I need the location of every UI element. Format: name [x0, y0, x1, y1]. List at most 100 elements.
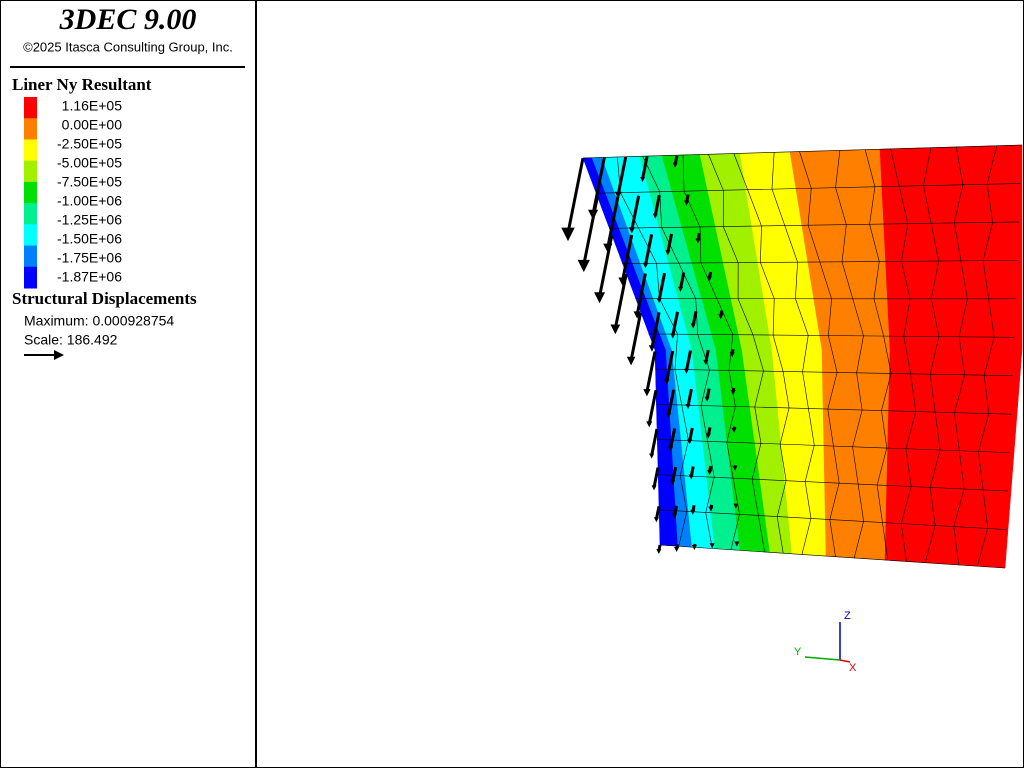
vector-shaft — [644, 234, 654, 266]
displacement-vectors — [561, 155, 740, 554]
vector-head — [668, 446, 674, 452]
vector-head — [648, 345, 656, 352]
vector-shaft — [669, 428, 677, 449]
vector-head — [663, 379, 670, 385]
axis-z: Z — [844, 610, 851, 622]
mesh-line — [656, 403, 1012, 415]
vector-head — [561, 227, 575, 242]
vector-shaft — [654, 506, 661, 520]
vector-head — [666, 412, 672, 418]
mesh-line — [659, 544, 1006, 569]
vector-head — [646, 421, 653, 428]
vector-head — [614, 191, 622, 199]
vector-head — [670, 333, 676, 339]
vector-head — [683, 368, 689, 374]
vector-head — [732, 465, 738, 471]
copyright: ©2025 Itasca Consulting Group, Inc. — [23, 39, 233, 54]
vector-head — [672, 162, 678, 168]
mesh-line — [582, 144, 1023, 159]
vector-head — [653, 517, 659, 523]
vector-head — [690, 323, 696, 329]
vector-head — [695, 238, 701, 244]
mesh-line — [977, 145, 997, 567]
vector-shaft — [684, 350, 692, 372]
axis-x: X — [849, 662, 857, 674]
mesh-line — [658, 474, 1009, 492]
vector-shaft — [679, 272, 686, 290]
vector-head — [733, 503, 739, 509]
vector-head — [594, 292, 606, 304]
vector-shaft — [621, 234, 634, 282]
vector-shaft — [686, 388, 693, 407]
vector-head — [718, 314, 724, 320]
displacement-title: Structural Displacements — [12, 289, 197, 308]
vector-shaft — [616, 156, 628, 195]
vector-head — [651, 485, 657, 491]
vector-head — [665, 250, 671, 256]
vector-shaft — [647, 389, 658, 425]
vector-head — [577, 259, 590, 273]
mesh-line — [923, 147, 941, 564]
legend-swatch — [24, 97, 37, 119]
vector-shaft — [641, 156, 649, 180]
mesh-line — [864, 149, 892, 560]
legend-label: -1.50E+06 — [57, 231, 122, 247]
vector-shaft — [657, 272, 667, 301]
vector-shaft — [630, 195, 641, 231]
legend-label: -7.50E+05 — [57, 174, 122, 190]
vector-shaft — [691, 311, 698, 326]
vector-head — [691, 545, 697, 550]
vector-head — [626, 356, 636, 366]
mesh-line — [771, 152, 815, 555]
vector-head — [705, 433, 711, 439]
vector-head — [670, 479, 676, 485]
legend-swatch — [24, 118, 37, 140]
vector-head — [685, 404, 691, 409]
vector-shaft — [671, 466, 678, 483]
mesh-line — [609, 221, 1019, 229]
vector-shaft — [613, 273, 628, 329]
scale-arrow — [24, 350, 64, 360]
contour-band — [879, 144, 1023, 569]
vector-shaft — [688, 427, 694, 442]
legend-label: -1.00E+06 — [57, 193, 122, 209]
legend-swatch — [24, 203, 37, 225]
vector-shaft — [667, 389, 676, 416]
vector-head — [708, 506, 714, 512]
contour-plot — [582, 144, 1023, 569]
vector-head — [642, 262, 649, 269]
vector-head — [652, 213, 658, 219]
vector-head — [684, 200, 690, 206]
legend-swatch — [24, 266, 37, 289]
vector-head — [707, 470, 713, 476]
vector-head — [704, 396, 710, 402]
vector-head — [703, 360, 709, 366]
legend-label: -1.75E+06 — [57, 250, 122, 266]
vector-head — [734, 541, 740, 547]
vector-head — [672, 513, 678, 519]
vector-shaft — [629, 312, 643, 361]
vector-shaft — [650, 428, 659, 456]
vector-head — [706, 276, 712, 282]
vector-shaft — [582, 196, 599, 266]
displacement-maximum: Maximum: 0.000928754 — [24, 313, 174, 329]
vector-shaft — [645, 351, 657, 393]
vector-head — [690, 509, 696, 515]
legend-label: -1.87E+06 — [57, 269, 122, 285]
vector-head — [678, 286, 684, 292]
vector-head — [643, 389, 651, 397]
mesh-line — [835, 150, 864, 559]
legend-swatch — [24, 224, 37, 247]
vector-head — [674, 547, 680, 552]
legend-swatch — [24, 160, 37, 183]
vector-shaft — [704, 349, 710, 363]
vector-head — [731, 427, 737, 433]
vector-head — [640, 177, 646, 182]
vector-head — [688, 474, 694, 480]
mesh — [582, 144, 1023, 569]
mesh-line — [655, 368, 1013, 377]
mesh-line — [642, 156, 715, 549]
axis-y: Y — [794, 646, 802, 658]
mesh-line — [596, 183, 1021, 194]
